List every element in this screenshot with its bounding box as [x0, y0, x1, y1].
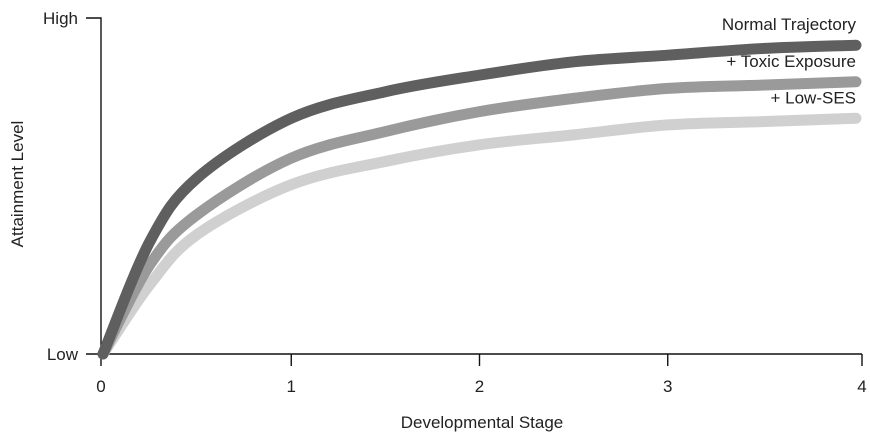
y-axis-title: Attainment Level [8, 121, 27, 248]
series-line-toxic-exposure [97, 76, 862, 360]
x-tick-label: 3 [663, 377, 672, 396]
series-line-low-ses [97, 112, 862, 360]
series-line-normal-trajectory [97, 39, 862, 360]
series-label-normal-trajectory: Normal Trajectory [722, 15, 857, 34]
x-tick-label: 2 [475, 377, 484, 396]
y-tick-label-low: Low [47, 345, 79, 364]
x-axis-title: Developmental Stage [401, 413, 564, 432]
x-tick-label: 1 [287, 377, 296, 396]
series-lines [97, 39, 862, 360]
series-label-toxic-exposure: + Toxic Exposure [726, 52, 856, 71]
series-labels: Normal Trajectory + Toxic Exposure + Low-S… [722, 15, 857, 107]
y-tick-label-high: High [43, 9, 78, 28]
x-tick-label: 4 [857, 377, 866, 396]
series-label-low-ses: + Low-SES [770, 88, 856, 107]
y-axis-line [86, 17, 102, 354]
x-ticks: 0 1 2 3 4 [96, 354, 867, 396]
x-tick-label: 0 [96, 377, 105, 396]
